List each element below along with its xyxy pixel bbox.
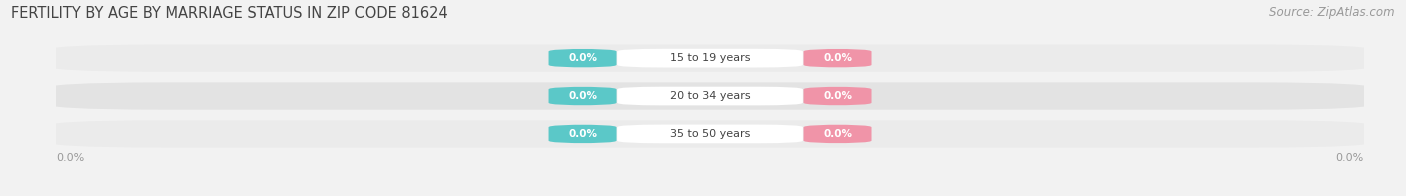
FancyBboxPatch shape bbox=[617, 49, 803, 67]
Text: 35 to 50 years: 35 to 50 years bbox=[669, 129, 751, 139]
FancyBboxPatch shape bbox=[548, 49, 617, 67]
FancyBboxPatch shape bbox=[44, 82, 1376, 110]
Text: FERTILITY BY AGE BY MARRIAGE STATUS IN ZIP CODE 81624: FERTILITY BY AGE BY MARRIAGE STATUS IN Z… bbox=[11, 6, 449, 21]
Text: Source: ZipAtlas.com: Source: ZipAtlas.com bbox=[1270, 6, 1395, 19]
Text: 15 to 19 years: 15 to 19 years bbox=[669, 53, 751, 63]
FancyBboxPatch shape bbox=[617, 125, 803, 143]
Text: 0.0%: 0.0% bbox=[568, 91, 598, 101]
FancyBboxPatch shape bbox=[548, 87, 617, 105]
FancyBboxPatch shape bbox=[803, 125, 872, 143]
FancyBboxPatch shape bbox=[44, 120, 1376, 148]
Text: 0.0%: 0.0% bbox=[568, 53, 598, 63]
Text: 0.0%: 0.0% bbox=[56, 153, 84, 163]
Text: 0.0%: 0.0% bbox=[1336, 153, 1364, 163]
FancyBboxPatch shape bbox=[803, 87, 872, 105]
Text: 0.0%: 0.0% bbox=[823, 53, 852, 63]
FancyBboxPatch shape bbox=[803, 49, 872, 67]
FancyBboxPatch shape bbox=[617, 87, 803, 105]
FancyBboxPatch shape bbox=[548, 125, 617, 143]
Text: 20 to 34 years: 20 to 34 years bbox=[669, 91, 751, 101]
Legend: Married, Unmarried: Married, Unmarried bbox=[624, 195, 796, 196]
Text: 0.0%: 0.0% bbox=[823, 129, 852, 139]
Text: 0.0%: 0.0% bbox=[823, 91, 852, 101]
FancyBboxPatch shape bbox=[44, 44, 1376, 72]
Text: 0.0%: 0.0% bbox=[568, 129, 598, 139]
